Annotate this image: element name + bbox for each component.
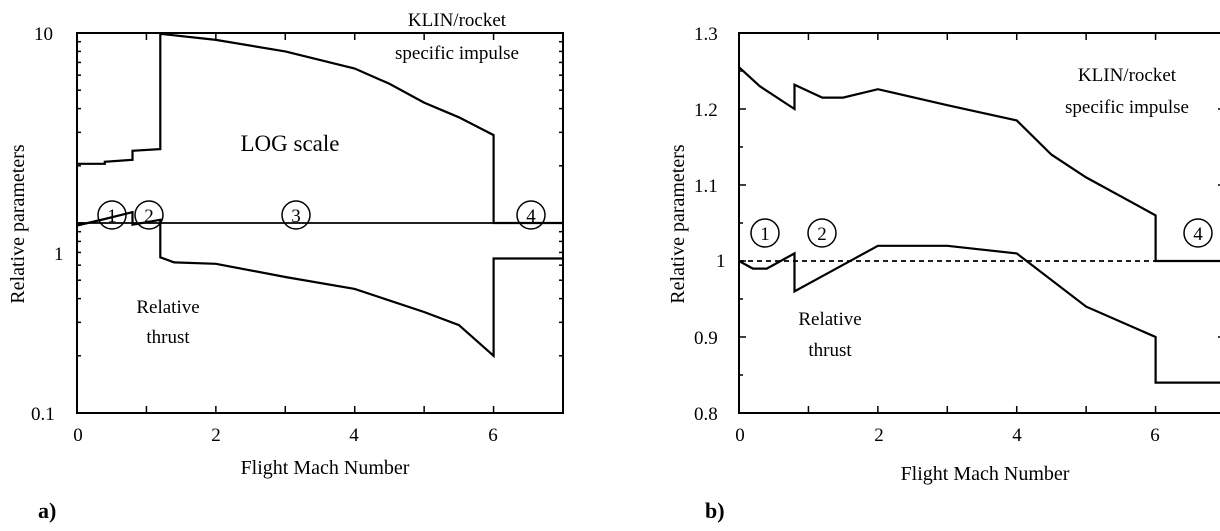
relative-thrust-curve-a [76, 210, 563, 359]
isp-label-b-line2: specific impulse [1065, 97, 1189, 118]
ticks-b [738, 32, 1220, 414]
relative-thrust-curve-b [738, 244, 1220, 384]
y-tick-a-10: 10 [34, 24, 53, 45]
y-tick-b-0.9: 0.9 [694, 328, 718, 349]
panel-label-a: a) [38, 498, 56, 523]
isp-label-b-line1: KLIN/rocket [1078, 65, 1177, 86]
x-axis-label-a: Flight Mach Number [241, 457, 410, 479]
thrust-label-b-line2: thrust [808, 340, 852, 361]
panel-a: 10 1 0.1 0 2 4 6 Flight Mach Number Rela… [7, 10, 564, 523]
region-marker-a-3: 3 [281, 200, 311, 230]
x-tick-a-0: 0 [73, 425, 83, 446]
region-marker-a-4: 4 [516, 200, 546, 230]
thrust-label-a-line2: thrust [146, 327, 190, 348]
svg-text:3: 3 [291, 206, 301, 227]
svg-text:2: 2 [144, 206, 154, 227]
x-tick-b-4: 4 [1012, 425, 1022, 446]
svg-text:4: 4 [526, 206, 536, 227]
y-tick-a-1: 1 [54, 244, 64, 265]
y-tick-b-0.8: 0.8 [694, 404, 718, 425]
y-axis-label-b: Relative parameters [667, 144, 689, 304]
svg-text:1: 1 [107, 206, 117, 227]
curves-a [76, 32, 563, 359]
region-marker-a-2: 2 [134, 200, 164, 230]
y-axis-label-a: Relative parameters [7, 144, 29, 304]
x-tick-b-0: 0 [735, 425, 745, 446]
y-tick-b-1.3: 1.3 [694, 24, 718, 45]
y-tick-b-1.2: 1.2 [694, 100, 718, 121]
specific-impulse-curve-b [738, 66, 1220, 263]
y-tick-b-1.1: 1.1 [694, 176, 718, 197]
region-marker-b-1: 1 [750, 218, 780, 248]
thrust-label-b-line1: Relative [798, 309, 861, 330]
log-scale-note: LOG scale [241, 131, 340, 156]
thrust-label-a-line1: Relative [136, 297, 199, 318]
svg-text:2: 2 [817, 224, 827, 245]
panel-label-b: b) [705, 498, 725, 523]
x-tick-a-6: 6 [488, 425, 498, 446]
svg-text:1: 1 [760, 224, 770, 245]
x-axis-label-b: Flight Mach Number [901, 463, 1070, 485]
svg-text:4: 4 [1193, 224, 1203, 245]
x-tick-a-4: 4 [349, 425, 359, 446]
x-tick-a-2: 2 [211, 425, 221, 446]
curves-b [738, 66, 1220, 384]
y-tick-b-1: 1 [716, 251, 726, 272]
region-marker-b-2: 2 [807, 218, 837, 248]
x-tick-b-2: 2 [874, 425, 884, 446]
specific-impulse-curve-a [77, 32, 563, 225]
region-marker-a-1: 1 [97, 200, 127, 230]
isp-label-a-line1: KLIN/rocket [408, 10, 507, 31]
y-tick-a-0.1: 0.1 [31, 404, 55, 425]
isp-label-a-line2: specific impulse [395, 43, 519, 64]
panel-b: 1.3 1.2 1.1 1 0.9 0.8 0 2 4 6 Flight Mac… [667, 24, 1220, 523]
region-marker-b-4: 4 [1183, 218, 1213, 248]
x-tick-b-6: 6 [1150, 425, 1160, 446]
